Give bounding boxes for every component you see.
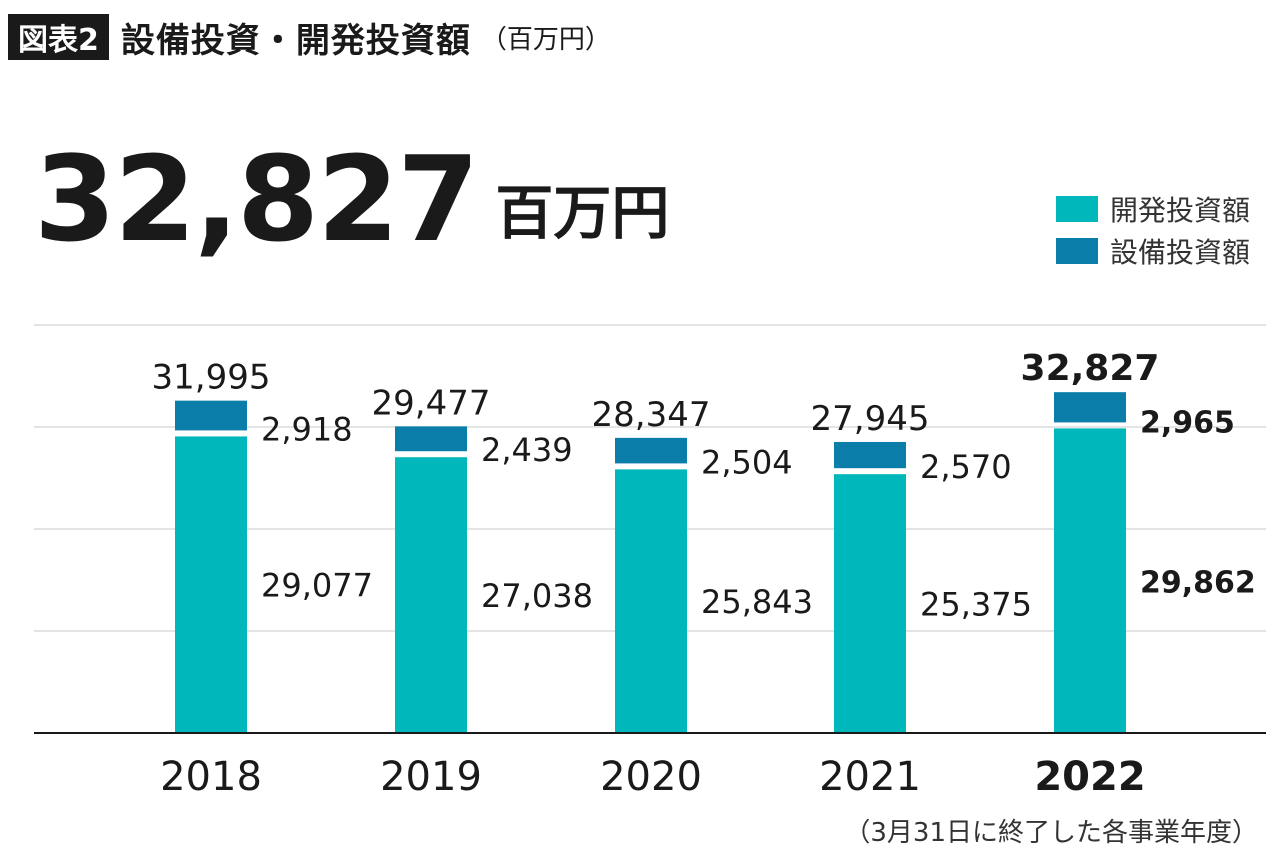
dev-label-2018: 29,077 bbox=[261, 567, 373, 605]
highlight-unit: 百万円 bbox=[495, 179, 670, 247]
dev-label-2022: 29,862 bbox=[1140, 566, 1256, 601]
category-label-2018: 2018 bbox=[160, 754, 262, 800]
bar-capex-2022 bbox=[1054, 392, 1126, 423]
legend-swatch-dev bbox=[1056, 196, 1098, 222]
figure-badge: 図表2 bbox=[8, 14, 109, 60]
fiscal-year-note: （3月31日に終了した各事業年度） bbox=[844, 818, 1258, 848]
bar-capex-2018 bbox=[175, 400, 247, 431]
bar-capex-2019 bbox=[395, 426, 467, 452]
bar-dev-2020 bbox=[615, 469, 687, 733]
legend: 開発投資額 設備投資額 bbox=[1056, 188, 1250, 272]
legend-swatch-capex bbox=[1056, 238, 1098, 264]
category-label-2022: 2022 bbox=[1034, 754, 1145, 800]
bar-capex-2020 bbox=[615, 437, 687, 464]
total-label-2018: 31,995 bbox=[152, 358, 271, 398]
dev-label-2019: 27,038 bbox=[481, 577, 593, 615]
capex-label-2020: 2,504 bbox=[701, 443, 793, 481]
total-label-2021: 27,945 bbox=[811, 399, 930, 439]
capex-label-2022: 2,965 bbox=[1140, 405, 1235, 440]
legend-item-dev: 開発投資額 bbox=[1056, 188, 1250, 230]
total-label-2022: 32,827 bbox=[1021, 348, 1160, 389]
dev-label-2020: 25,843 bbox=[701, 583, 813, 621]
category-label-2019: 2019 bbox=[380, 754, 482, 800]
legend-item-capex: 設備投資額 bbox=[1056, 230, 1250, 272]
figure-unit: （百万円） bbox=[480, 24, 611, 55]
capex-label-2021: 2,570 bbox=[920, 448, 1012, 486]
figure-title: 設備投資・開発投資額 bbox=[120, 20, 471, 61]
legend-label-capex: 設備投資額 bbox=[1110, 236, 1251, 269]
total-label-2019: 29,477 bbox=[372, 383, 491, 423]
highlight-total: 32,827 百万円 bbox=[34, 140, 669, 258]
total-label-2020: 28,347 bbox=[592, 395, 711, 435]
bar-dev-2018 bbox=[175, 436, 247, 733]
category-label-2021: 2021 bbox=[819, 754, 921, 800]
highlight-value: 32,827 bbox=[34, 130, 479, 268]
bar-capex-2021 bbox=[834, 441, 906, 469]
category-label-2020: 2020 bbox=[600, 754, 702, 800]
capex-label-2019: 2,439 bbox=[481, 431, 573, 469]
legend-label-dev: 開発投資額 bbox=[1110, 194, 1251, 227]
capex-label-2018: 2,918 bbox=[261, 410, 353, 448]
bar-dev-2019 bbox=[395, 457, 467, 733]
dev-label-2021: 25,375 bbox=[920, 586, 1032, 624]
bar-dev-2022 bbox=[1054, 428, 1126, 733]
bar-dev-2021 bbox=[834, 474, 906, 733]
figure-header: 図表2 設備投資・開発投資額 （百万円） bbox=[8, 10, 611, 64]
